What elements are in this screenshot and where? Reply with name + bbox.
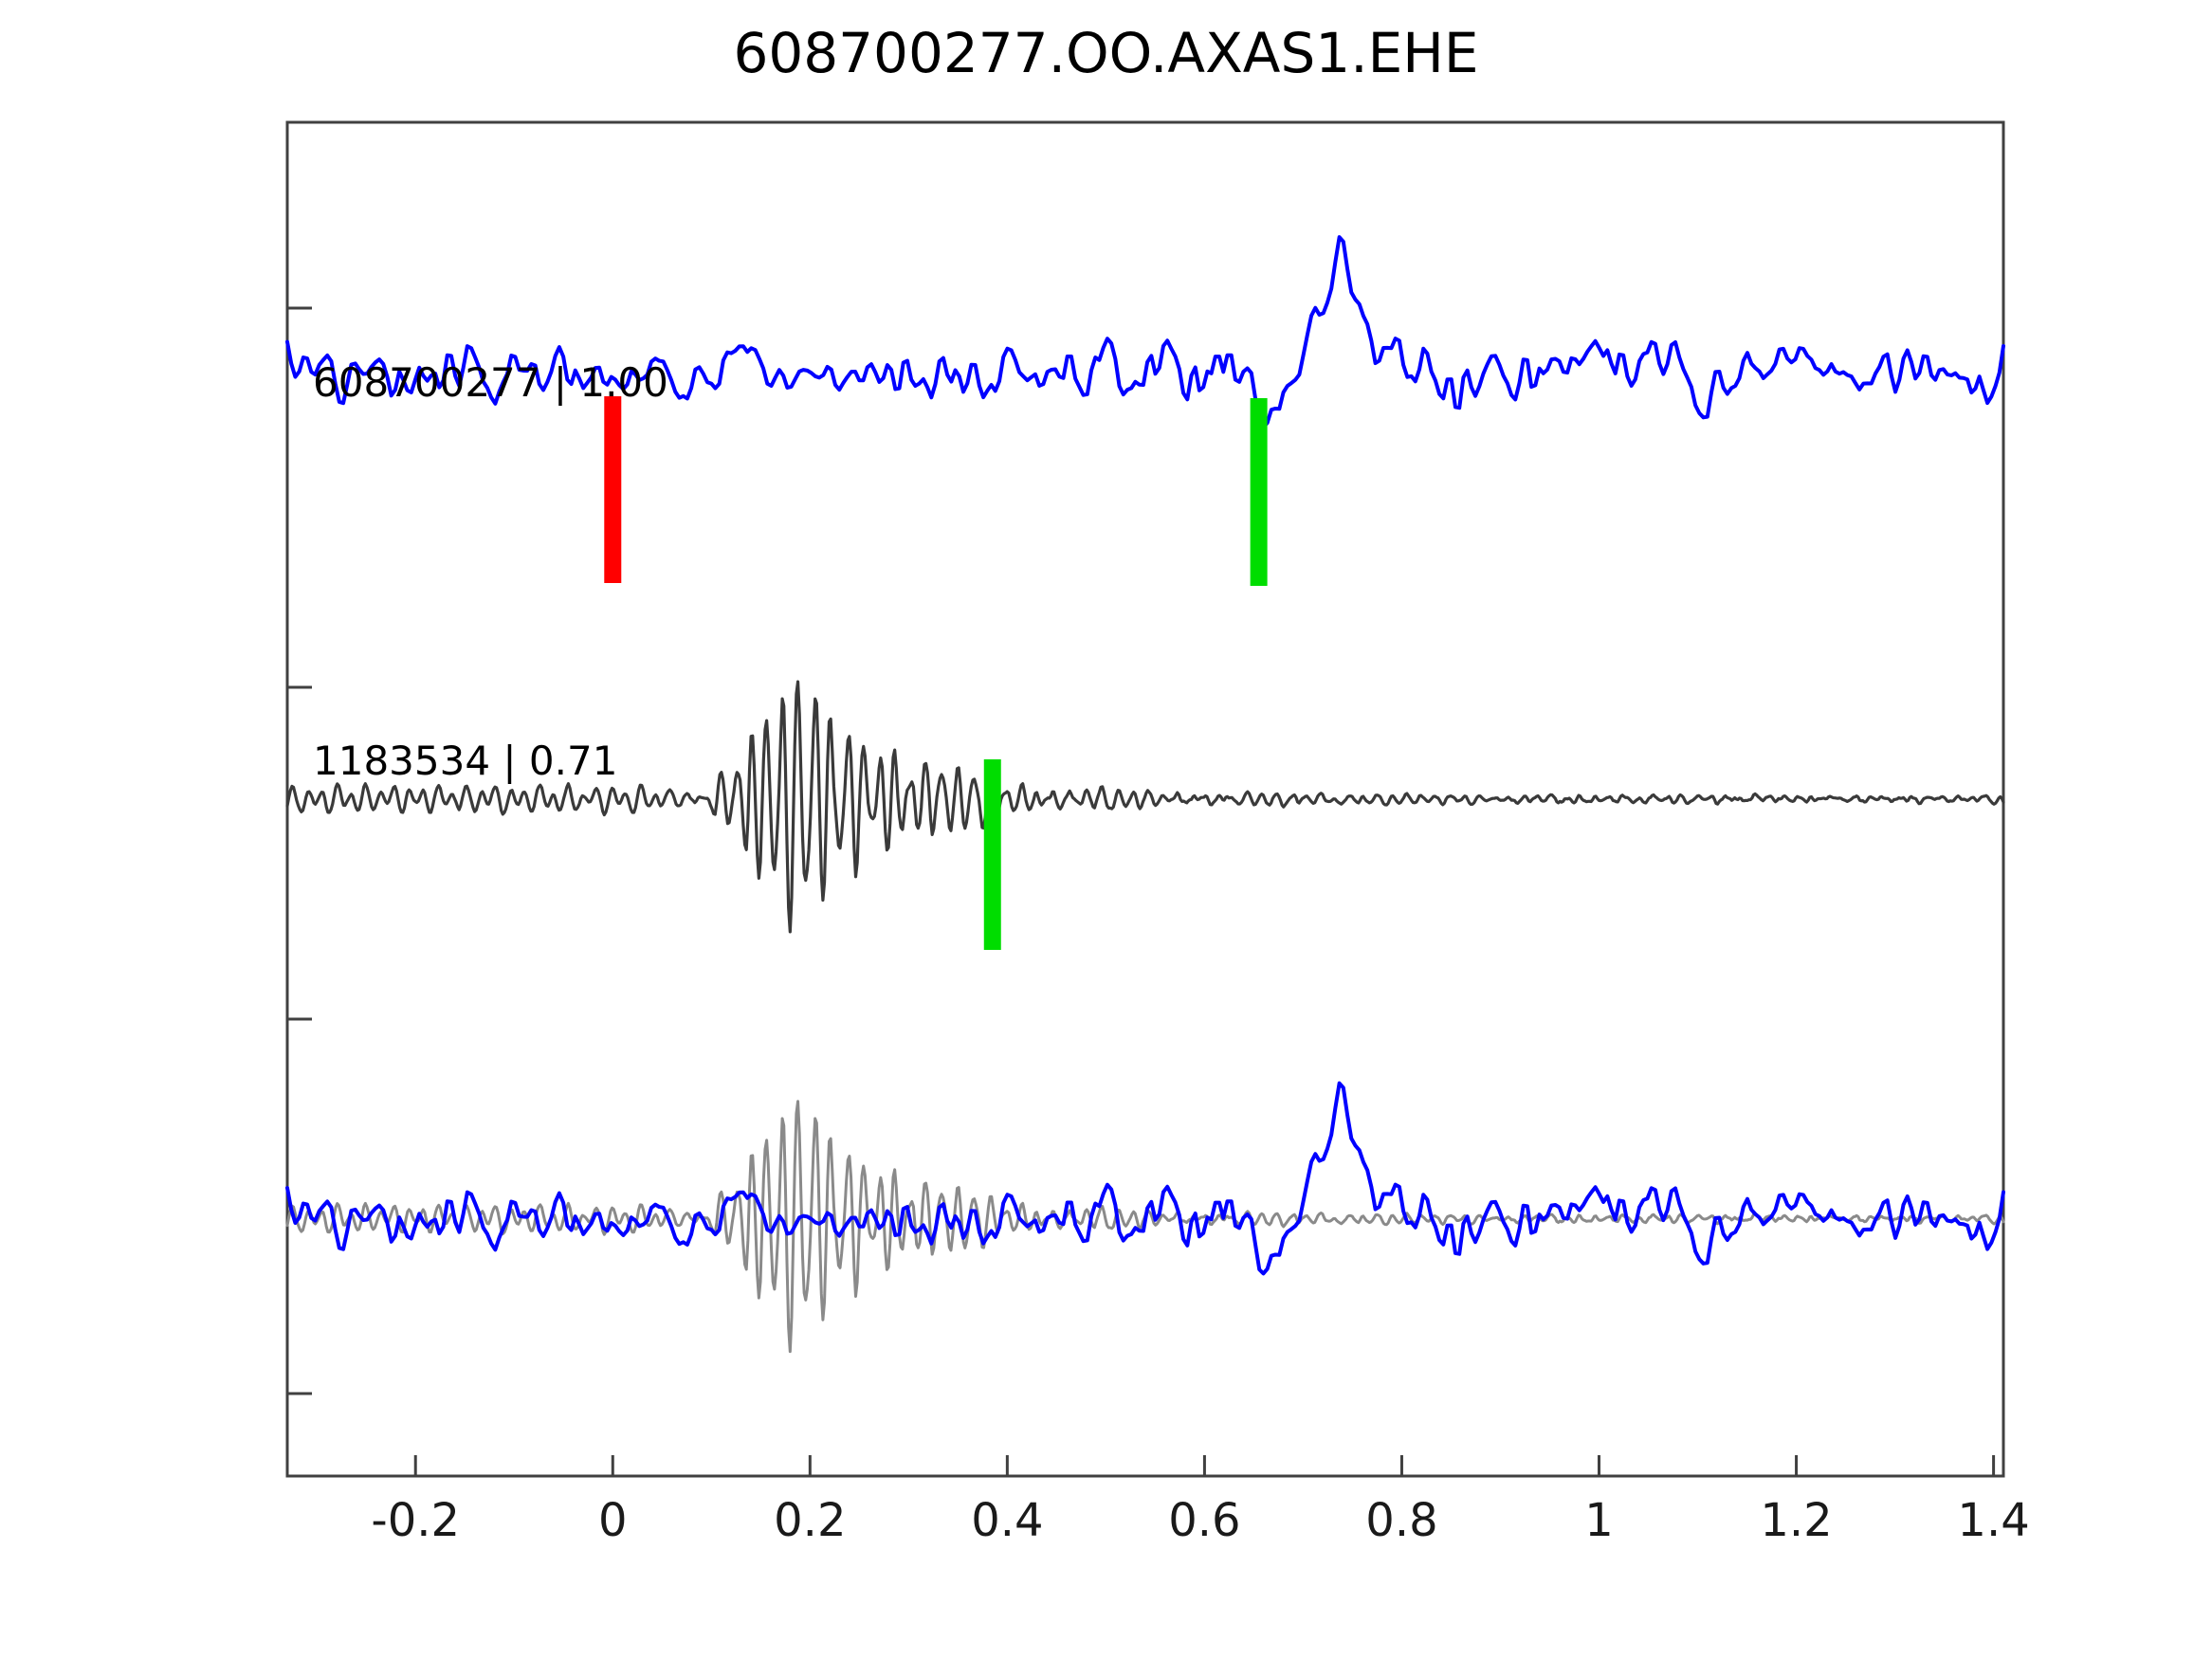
x-tick-label: 0.2 <box>774 1494 846 1547</box>
x-tick-label: 0.4 <box>971 1494 1043 1547</box>
trace-path-template <box>285 235 2005 429</box>
trace-path-detection <box>285 680 2005 934</box>
trace-path-overlay-primary <box>285 1081 2005 1276</box>
x-tick-label: -0.2 <box>371 1494 460 1547</box>
y-axis-ticks <box>287 306 312 1395</box>
x-tick-label: 0.6 <box>1168 1494 1240 1547</box>
trace-label-template: 608700277 | 1.00 <box>313 359 668 406</box>
x-tick-label: 1 <box>1584 1494 1614 1547</box>
trace-label-detection: 1183534 | 0.71 <box>313 738 617 784</box>
x-tick-label: 1.2 <box>1760 1494 1832 1547</box>
pick-marker-group <box>604 396 1268 950</box>
x-tick-label: 1.4 <box>1957 1494 2029 1547</box>
trace-group <box>285 235 2005 1354</box>
x-axis-tick-labels: -0.2 0 0.2 0.4 0.6 0.8 1 1.2 1.4 <box>371 1494 2029 1547</box>
pick-marker-red[interactable] <box>604 396 622 583</box>
page-title: 608700277.OO.AXAS1.EHE <box>733 21 1479 85</box>
x-axis-ticks <box>413 1455 1996 1476</box>
pick-marker-green-template[interactable] <box>1250 398 1268 586</box>
x-tick-label: 0.8 <box>1365 1494 1437 1547</box>
x-tick-label: 0 <box>598 1494 628 1547</box>
pick-marker-green-detection[interactable] <box>983 759 1001 950</box>
